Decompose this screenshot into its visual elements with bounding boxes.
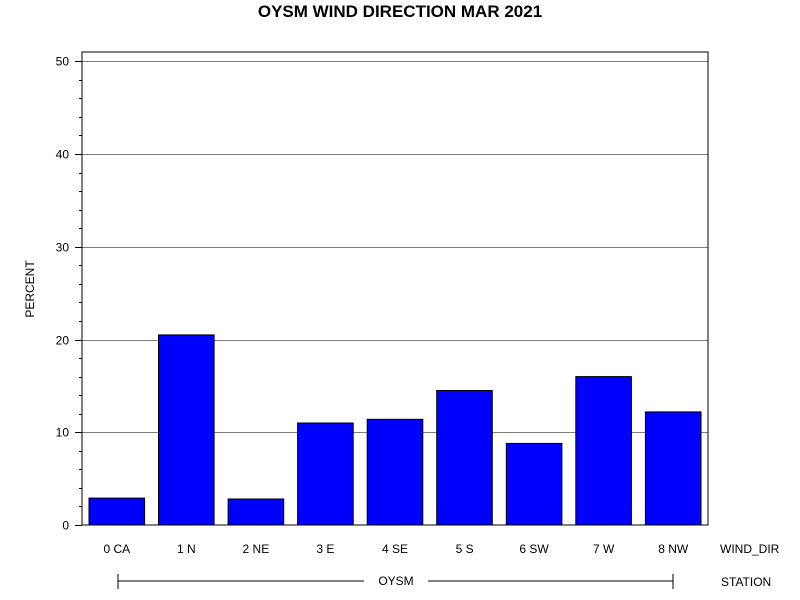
y-tick-label: 30: [56, 241, 70, 255]
chart-title: OYSM WIND DIRECTION MAR 2021: [258, 2, 542, 21]
y-tick-label: 50: [56, 55, 70, 69]
x-category-label: 1 N: [177, 542, 196, 556]
bar-4-se: [366, 418, 424, 526]
x-category-label: 2 NE: [243, 542, 270, 556]
x-category-label: 5 S: [456, 542, 474, 556]
bar-1-n: [158, 334, 215, 526]
bar-3-e: [297, 422, 354, 526]
group-axis-name: STATION: [721, 575, 771, 589]
x-category-label: 7 W: [593, 542, 615, 556]
station-group-axis: OYSM: [117, 574, 674, 589]
bar-6-sw: [505, 442, 563, 526]
category-axis-name: WIND_DIR: [720, 542, 780, 556]
x-category-label: 4 SE: [382, 542, 408, 556]
x-category-label: 3 E: [316, 542, 334, 556]
y-axis: 0 10 20 30 40 50: [56, 55, 82, 533]
y-tick-label: 10: [56, 426, 70, 440]
y-tick-label: 0: [62, 519, 69, 533]
y-tick-label: 40: [56, 148, 70, 162]
bar-7-w: [575, 376, 632, 526]
bar-8-nw: [644, 411, 702, 526]
bars: [88, 334, 702, 526]
x-category-label: 0 CA: [103, 542, 130, 556]
x-category-labels: 0 CA 1 N 2 NE 3 E 4 SE 5 S 6 SW 7 W 8 NW: [103, 542, 688, 556]
y-axis-label: PERCENT: [23, 260, 37, 318]
x-category-label: 8 NW: [658, 542, 689, 556]
bar-0-ca: [88, 497, 146, 526]
bar-5-s: [436, 390, 493, 526]
plot-frame: [81, 51, 709, 526]
station-group-label: OYSM: [378, 574, 413, 588]
x-category-label: 6 SW: [519, 542, 549, 556]
y-tick-label: 20: [56, 334, 70, 348]
bar-2-ne: [227, 498, 285, 526]
